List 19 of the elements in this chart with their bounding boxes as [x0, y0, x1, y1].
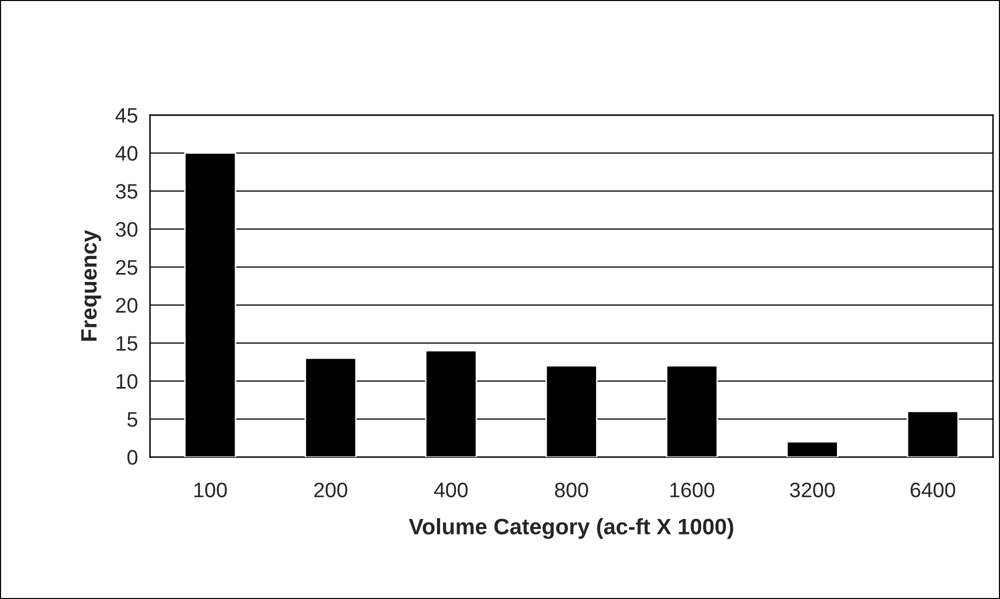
y-tick-label: 45	[116, 108, 138, 123]
x-tick-label: 800	[555, 482, 588, 498]
y-tick-label: 10	[116, 374, 138, 389]
x-axis-title: Volume Category (ac-ft X 1000)	[408, 518, 734, 539]
x-tick-label: 1600	[670, 482, 714, 498]
x-tick-label: 3200	[790, 482, 835, 498]
y-tick-label: 30	[116, 222, 138, 237]
y-tick-label: 20	[116, 298, 138, 313]
x-tick-label: 200	[314, 482, 348, 498]
y-tick-label: 40	[116, 146, 138, 161]
y-tick-label: 5	[127, 412, 138, 427]
y-tick-label: 0	[127, 450, 138, 465]
x-tick-label: 6400	[910, 482, 956, 498]
x-tick-label: 400	[434, 482, 468, 498]
y-tick-label: 15	[116, 336, 138, 351]
x-tick-label: 100	[194, 482, 227, 498]
y-axis-title: Frequency	[81, 230, 102, 341]
y-tick-label: 35	[116, 184, 138, 199]
y-tick-label: 25	[116, 260, 138, 275]
